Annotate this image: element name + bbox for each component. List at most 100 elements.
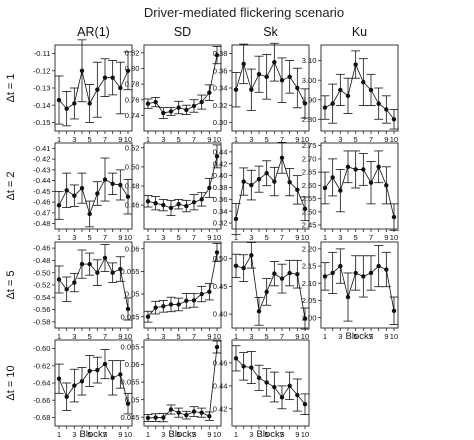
panel-ku-row3: 2.002.052.102.152.201 3 5 7 9 10: [302, 241, 399, 341]
data-point: [295, 392, 300, 398]
data-point: [79, 68, 85, 74]
y-tick-label: 0.05: [125, 395, 140, 404]
series-line: [58, 363, 129, 404]
x-tick-label: 3: [338, 332, 342, 341]
x-tick-label: 9: [207, 135, 211, 144]
y-tick-label: 0.48: [125, 182, 140, 191]
data-point: [241, 364, 246, 369]
x-tick-label: 10: [213, 332, 221, 341]
y-tick-label: -0.42: [33, 155, 50, 164]
x-tick-label: 9: [207, 233, 211, 242]
y-tick-label: 3.10: [302, 56, 317, 65]
data-point: [191, 298, 197, 303]
data-point: [353, 62, 358, 67]
y-tick-label: -0.64: [33, 379, 50, 388]
y-tick-label: 0.76: [125, 95, 140, 104]
y-tick-label: -0.46: [33, 198, 50, 207]
x-tick-label: 7: [280, 430, 284, 439]
data-point: [302, 402, 308, 407]
y-tick-label: 0.055: [120, 267, 139, 276]
panel-frame: [143, 339, 222, 427]
data-point: [361, 79, 366, 85]
x-tick-label: 1: [234, 332, 238, 341]
column-title-ku: Ku: [352, 25, 367, 39]
data-point: [322, 185, 328, 191]
data-point: [176, 410, 181, 415]
y-tick-label: 0.52: [125, 143, 140, 152]
y-tick-label: 0.36: [213, 195, 228, 204]
data-point: [56, 376, 62, 381]
data-point: [110, 181, 115, 187]
data-point: [72, 280, 77, 285]
y-tick-label: 0.30: [213, 118, 228, 127]
data-point: [176, 302, 181, 307]
x-tick-label: 3: [249, 430, 253, 439]
data-point: [110, 270, 115, 275]
data-point: [241, 61, 246, 67]
x-tick-label: 5: [177, 332, 181, 341]
x-axis-label: Blocks: [346, 331, 374, 342]
data-point: [233, 356, 239, 361]
x-tick-label: 5: [265, 135, 269, 144]
data-point: [145, 415, 151, 421]
panel-ku-row2: 2.452.502.552.602.652.702.751 3 5 7 9 10: [302, 141, 399, 242]
data-point: [214, 154, 220, 159]
data-point: [176, 201, 181, 207]
x-tick-label: 1: [57, 430, 61, 439]
data-point: [72, 193, 77, 198]
data-point: [264, 289, 269, 295]
x-tick-label: 10: [301, 430, 309, 439]
data-point: [295, 271, 300, 277]
y-tick-label: -0.48: [33, 219, 50, 228]
data-point: [168, 109, 174, 114]
panel-sd-row1: 0.740.760.780.800.821 3 5 7 9 10: [125, 44, 222, 144]
x-tick-label: 3: [249, 233, 253, 242]
data-point: [256, 176, 262, 182]
y-tick-label: 0.045: [120, 413, 139, 422]
y-tick-label: 2.75: [302, 141, 317, 150]
data-point: [56, 203, 62, 208]
data-point: [279, 276, 285, 281]
x-tick-label: 5: [265, 430, 269, 439]
data-point: [64, 287, 69, 292]
panel-frame: [143, 241, 222, 329]
series-line: [147, 346, 218, 419]
data-point: [184, 412, 189, 418]
x-tick-label: 3: [249, 332, 253, 341]
data-point: [353, 167, 358, 172]
data-point: [199, 410, 204, 415]
data-point: [161, 415, 166, 420]
data-point: [391, 117, 397, 122]
series-line: [235, 61, 306, 104]
panel-sk-row1: 0.300.320.340.360.381 3 5 7 9 10: [213, 42, 310, 144]
x-tick-label: 10: [213, 430, 221, 439]
data-point: [199, 197, 204, 202]
data-point: [264, 171, 269, 176]
data-point: [207, 90, 212, 95]
data-point: [184, 107, 189, 113]
data-point: [161, 304, 166, 309]
data-point: [249, 253, 254, 258]
data-point: [95, 191, 100, 196]
data-point: [376, 263, 381, 269]
panel-frame: [231, 241, 310, 329]
y-tick-label: 0.36: [213, 66, 228, 75]
series-line: [58, 179, 129, 216]
data-point: [102, 75, 108, 80]
x-tick-label: 10: [124, 430, 132, 439]
x-tick-label: 5: [265, 233, 269, 242]
data-point: [207, 185, 212, 191]
x-tick-label: 7: [369, 135, 373, 144]
y-tick-label: -0.52: [33, 281, 50, 290]
x-tick-label: 10: [213, 135, 221, 144]
data-point: [384, 183, 389, 188]
series-line: [235, 254, 306, 319]
data-point: [199, 99, 204, 105]
data-point: [118, 372, 123, 377]
data-point: [391, 214, 397, 220]
x-axis-label: Blocks: [257, 429, 285, 440]
x-tick-label: 9: [118, 332, 122, 341]
data-point: [102, 361, 108, 367]
